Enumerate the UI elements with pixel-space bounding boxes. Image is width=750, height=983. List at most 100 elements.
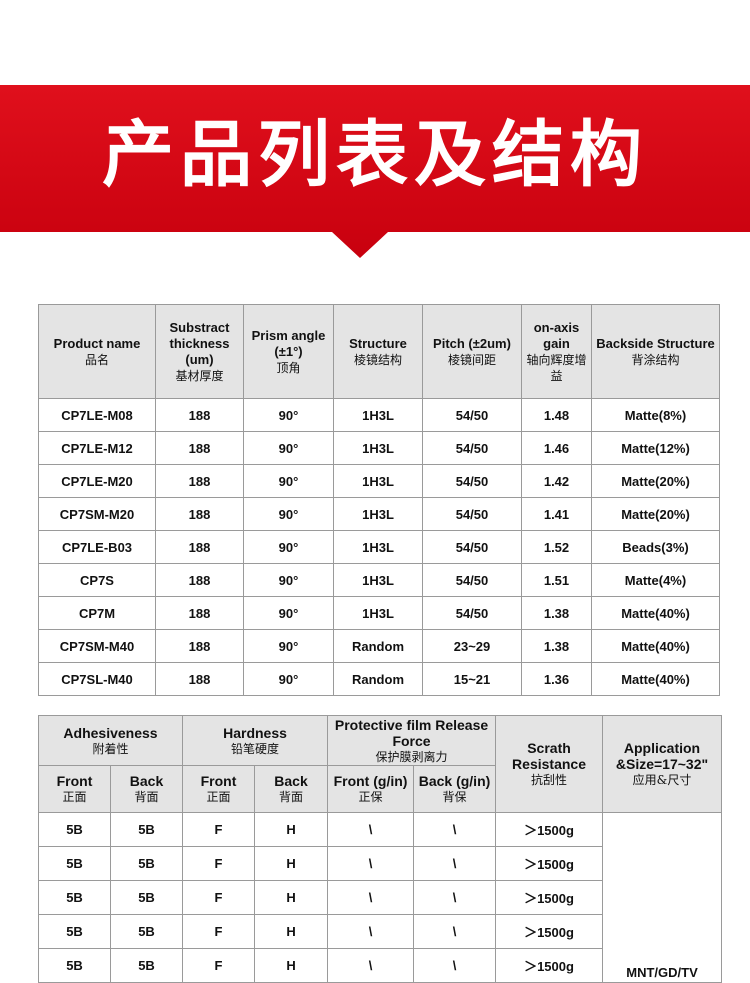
header-zh: 正面: [62, 790, 87, 804]
header-zh: 棱镜间距: [447, 352, 496, 367]
header-en: Back: [274, 773, 308, 789]
header-cell: Structure 棱镜结构: [333, 304, 423, 399]
table-cell: 90°: [243, 464, 334, 498]
table-cell: Beads(3%): [591, 530, 720, 564]
table-cell: 54/50: [422, 398, 522, 432]
table-row: CP7LE-M12 188 90° 1H3L 54/50 1.46 Matte(12%): [38, 431, 720, 465]
header-cell: Front (g/in) 正保: [327, 765, 415, 813]
table-cell: \: [327, 914, 415, 949]
table-cell: 5B: [109, 914, 184, 949]
table-cell: 90°: [243, 530, 334, 564]
table-cell: Random: [333, 662, 423, 696]
header-cell: Prism angle (±1°) 顶角: [243, 304, 334, 399]
table-row: CP7LE-M20 188 90° 1H3L 54/50 1.42 Matte(20%): [38, 464, 720, 498]
table-row: CP7M 188 90° 1H3L 54/50 1.38 Matte(40%): [38, 596, 720, 630]
table-cell: F: [182, 914, 256, 949]
table-cell: Random: [333, 629, 423, 663]
table-cell: 188: [155, 629, 244, 663]
table-row: CP7LE-B03 188 90° 1H3L 54/50 1.52 Beads(3%): [38, 530, 720, 564]
header-en: on-axis gain: [533, 319, 580, 351]
table-cell: Matte(40%): [591, 662, 720, 696]
table-cell: 90°: [243, 662, 334, 696]
table-cell: 54/50: [422, 596, 522, 630]
table-row: CP7SM-M20 188 90° 1H3L 54/50 1.41 Matte(20%): [38, 497, 720, 531]
header-en: Back (g/in): [418, 773, 491, 789]
header-cell: Front 正面: [182, 765, 256, 813]
table-cell: 188: [155, 563, 244, 597]
header-cell: Substract thickness (um) 基材厚度: [155, 304, 244, 399]
header-cell: Front 正面: [38, 765, 111, 813]
table-cell: Matte(20%): [591, 497, 720, 531]
header-zh: 附着性: [92, 741, 129, 756]
header-zh: 铅笔硬度: [231, 741, 280, 756]
header-cell: Scrath Resistance 抗刮性: [495, 715, 604, 813]
table-row: 5B 5B F H \ \ ＞1500g: [38, 880, 722, 915]
table-cell: 1.48: [521, 398, 592, 432]
table-cell: CP7M: [38, 596, 156, 630]
header-en: Application &Size=17~32": [615, 740, 709, 772]
table-cell: 1.51: [521, 563, 592, 597]
table-cell: F: [182, 948, 256, 983]
banner-background: [0, 85, 750, 258]
table-cell: 90°: [243, 431, 334, 465]
header-en: Front: [56, 773, 93, 789]
header-cell: Back (g/in) 背保: [413, 765, 497, 813]
table-cell: Matte(4%): [591, 563, 720, 597]
table-cell: 1H3L: [333, 596, 423, 630]
table-cell: Matte(40%): [591, 596, 720, 630]
table-cell: H: [254, 846, 329, 881]
table-row: 5B 5B F H \ \ ＞1500g: [38, 914, 722, 949]
header-zh: 背涂结构: [631, 352, 680, 367]
table-cell: 90°: [243, 596, 334, 630]
table-cell: 1H3L: [333, 497, 423, 531]
table-cell: CP7LE-M12: [38, 431, 156, 465]
header-en: Product name: [53, 335, 141, 351]
header-en: Protective film Release Force: [334, 716, 489, 749]
table-cell: Matte(20%): [591, 464, 720, 498]
header-cell: Application &Size=17~32" 应用&尺寸: [602, 715, 723, 813]
table-cell: 15~21: [422, 662, 522, 696]
property-table: Adhesiveness 附着性 Hardness 铅笔硬度 Protective fi…: [37, 715, 723, 983]
table-cell: 1H3L: [333, 398, 423, 432]
table-cell: 90°: [243, 563, 334, 597]
table-cell: 1.41: [521, 497, 592, 531]
application-cell: MNT/GD/TV: [602, 812, 723, 983]
table-cell: 188: [155, 431, 244, 465]
table-cell: 5B: [38, 812, 111, 847]
table-cell: 5B: [109, 846, 184, 881]
table-cell: F: [182, 846, 256, 881]
table-cell: H: [254, 914, 329, 949]
table-row: CP7SM-M40 188 90° Random 23~29 1.38 Matte(40%): [38, 629, 720, 663]
table-cell: CP7SL-M40: [38, 662, 156, 696]
table-cell: 188: [155, 596, 244, 630]
header-en: Front (g/in): [333, 773, 408, 789]
table-cell: \: [413, 948, 497, 983]
header-zh: 正面: [206, 790, 231, 804]
header-zh: 棱镜结构: [353, 352, 402, 367]
header-cell: Hardness 铅笔硬度: [182, 715, 329, 766]
table-cell: 1H3L: [333, 530, 423, 564]
table-cell: 23~29: [422, 629, 522, 663]
table-cell: 5B: [109, 880, 184, 915]
table-cell: 188: [155, 497, 244, 531]
table-cell: Matte(12%): [591, 431, 720, 465]
table-cell: \: [327, 812, 415, 847]
header-cell: Back 背面: [109, 765, 184, 813]
table-cell: 1H3L: [333, 563, 423, 597]
table-cell: 1.52: [521, 530, 592, 564]
table-cell: ＞1500g: [495, 880, 604, 915]
header-zh: 正保: [358, 790, 383, 804]
header-cell: Pitch (±2um) 棱镜间距: [422, 304, 522, 399]
table-row: CP7S 188 90° 1H3L 54/50 1.51 Matte(4%): [38, 563, 720, 597]
table-cell: 5B: [38, 948, 111, 983]
header-en: Hardness: [223, 724, 287, 741]
table-cell: Matte(40%): [591, 629, 720, 663]
table-cell: \: [327, 948, 415, 983]
header-en: Structure: [349, 335, 407, 351]
header-zh: 保护膜剥离力: [375, 749, 448, 764]
table-cell: \: [413, 812, 497, 847]
header-zh: 背面: [279, 790, 304, 804]
table-cell: 1H3L: [333, 464, 423, 498]
table-cell: 1.46: [521, 431, 592, 465]
